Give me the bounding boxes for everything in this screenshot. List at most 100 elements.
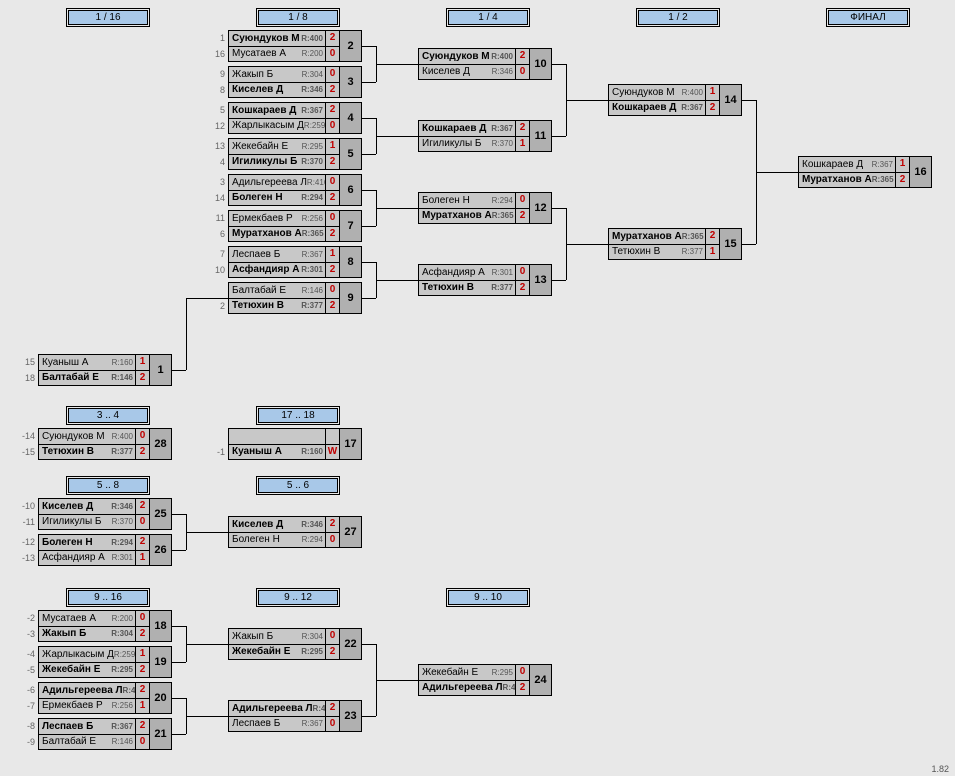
player-rating: R:256 xyxy=(302,212,323,226)
match: 11Ермекбаев РR:25606Муратханов АR:36527 xyxy=(210,210,340,242)
match: 1Суюндуков МR:400216Мусатаев АR:20002 xyxy=(210,30,340,62)
player-name-text: Тетюхин В xyxy=(42,445,94,459)
seed: -6 xyxy=(20,682,38,698)
seed: 18 xyxy=(20,370,38,386)
player-rating: R:367 xyxy=(302,248,323,262)
seed: 7 xyxy=(210,246,228,262)
player-rating: R:200 xyxy=(302,47,323,61)
score: 2 xyxy=(326,516,340,532)
score: 2 xyxy=(896,172,910,188)
score: 2 xyxy=(326,262,340,278)
player-rating: R:377 xyxy=(301,299,323,313)
score: 0 xyxy=(136,610,150,626)
match: Суюндуков МR:4002Киселев ДR:346010 xyxy=(400,48,530,80)
seed: 15 xyxy=(20,354,38,370)
seed: 16 xyxy=(210,46,228,62)
match: Кошкараев ДR:3671Муратханов АR:365216 xyxy=(780,156,910,188)
player-rating: R:294 xyxy=(302,533,323,547)
player-name-text: Леспаев Б xyxy=(42,720,93,734)
player-rating: R:416 xyxy=(123,684,136,698)
score: 1 xyxy=(136,646,150,662)
seed: -12 xyxy=(20,534,38,550)
player-name: Леспаев БR:367 xyxy=(38,718,136,734)
player-rating: R:367 xyxy=(681,101,703,115)
score: 2 xyxy=(326,226,340,242)
match-number: 5 xyxy=(340,138,362,170)
player-rating: R:367 xyxy=(872,158,893,172)
score: 0 xyxy=(326,66,340,82)
player-name: Тетюхин В R:377 xyxy=(228,298,326,314)
player-name: Киселев ДR:346 xyxy=(418,64,516,80)
match-number: 18 xyxy=(150,610,172,642)
match-number: 28 xyxy=(150,428,172,460)
player-name-text: Тетюхин В xyxy=(232,299,284,313)
player-name-text: Асфандияр А xyxy=(42,551,105,565)
seed: -3 xyxy=(20,626,38,642)
match-number: 22 xyxy=(340,628,362,660)
player-rating: R:301 xyxy=(301,263,323,277)
score: 2 xyxy=(326,190,340,206)
player-name-text: Жекебайн Е xyxy=(42,663,100,677)
player-rating: R:256 xyxy=(112,699,133,713)
player-rating: R:295 xyxy=(111,663,133,677)
player-name-text: Адильгереева Л xyxy=(232,176,307,190)
match-number: 25 xyxy=(150,498,172,530)
match: Кошкараев ДR:3672Игиликулы БR:370111 xyxy=(400,120,530,152)
match: -8Леспаев БR:3672-9Балтабай ЕR:146021 xyxy=(20,718,150,750)
player-name-text: Кошкараев Д xyxy=(802,158,863,172)
seed xyxy=(400,208,418,224)
seed: -14 xyxy=(20,428,38,444)
player-name-text: Тетюхин В xyxy=(422,281,474,295)
player-rating: R:304 xyxy=(111,627,133,641)
player-rating: R:146 xyxy=(111,371,133,385)
player-name: Адильгереева ЛR:416 xyxy=(418,680,516,696)
player-name-text: Болеген Н xyxy=(422,194,470,208)
section-header: 5 .. 6 xyxy=(258,478,338,493)
seed: -9 xyxy=(20,734,38,750)
player-name: Муратханов АR:365 xyxy=(798,172,896,188)
player-name: Суюндуков МR:400 xyxy=(228,30,326,46)
player-name: Суюндуков МR:400 xyxy=(418,48,516,64)
seed: 11 xyxy=(210,210,228,226)
seed: -10 xyxy=(20,498,38,514)
match: 5Кошкараев ДR:367212Жарлыкасым ДR:25904 xyxy=(210,102,340,134)
player-name: Кошкараев ДR:367 xyxy=(228,102,326,118)
score: 2 xyxy=(326,644,340,660)
seed: -15 xyxy=(20,444,38,460)
score: 2 xyxy=(326,82,340,98)
match-number: 20 xyxy=(150,682,172,714)
player-name: Балтабай ЕR:146 xyxy=(38,370,136,386)
score: 2 xyxy=(516,120,530,136)
seed: -7 xyxy=(20,698,38,714)
player-name-text: Киселев Д xyxy=(232,83,283,97)
player-name-text: Кошкараев Д xyxy=(612,101,676,115)
player-name-text: Кошкараев Д xyxy=(422,122,486,136)
section-header: 17 .. 18 xyxy=(258,408,338,423)
match: 9Жакып БR:30408Киселев ДR:34623 xyxy=(210,66,340,98)
seed: 2 xyxy=(210,298,228,314)
seed xyxy=(590,228,608,244)
score: 2 xyxy=(516,280,530,296)
player-name-text: Болеген Н xyxy=(232,533,280,547)
player-name-text: Суюндуков М xyxy=(422,50,490,64)
player-name: Адильгереева ЛR:416 xyxy=(228,174,326,190)
player-rating: R:346 xyxy=(492,65,513,79)
player-name-text: Ермекбаев Р xyxy=(42,699,103,713)
match-number: 4 xyxy=(340,102,362,134)
match-number: 9 xyxy=(340,282,362,314)
match: Жекебайн ЕR:2950Адильгереева ЛR:416224 xyxy=(400,664,530,696)
player-rating: R:259 xyxy=(304,119,325,133)
player-rating: R:346 xyxy=(301,83,323,97)
section-header: 9 .. 10 xyxy=(448,590,528,605)
score: 2 xyxy=(136,534,150,550)
player-rating: R:416 xyxy=(503,681,516,695)
match-number: 26 xyxy=(150,534,172,566)
player-rating: R:400 xyxy=(491,50,513,64)
match: -6Адильгереева ЛR:4162-7Ермекбаев РR:256… xyxy=(20,682,150,714)
player-name: Жарлыкасым ДR:259 xyxy=(38,646,136,662)
player-name: Тетюхин ВR:377 xyxy=(608,244,706,260)
section-header: 5 .. 8 xyxy=(68,478,148,493)
match: Суюндуков МR:4001Кошкараев ДR:367214 xyxy=(590,84,720,116)
player-name: Кошкараев ДR:367 xyxy=(418,120,516,136)
player-rating: R:301 xyxy=(112,551,133,565)
